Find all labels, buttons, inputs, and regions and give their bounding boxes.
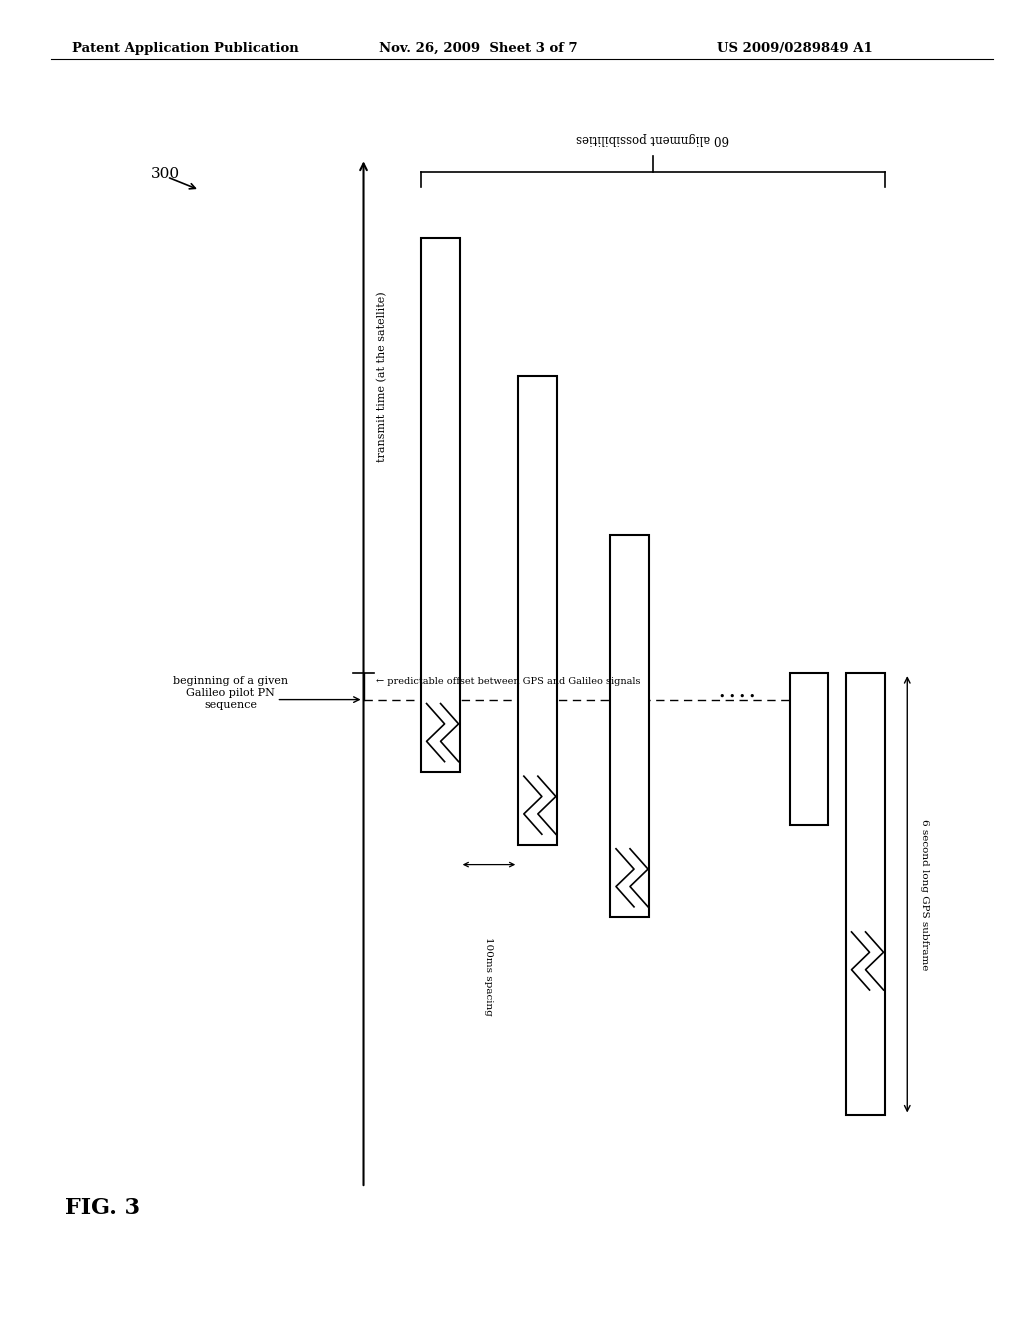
Text: • • • •: • • • •	[719, 692, 756, 702]
Text: Nov. 26, 2009  Sheet 3 of 7: Nov. 26, 2009 Sheet 3 of 7	[379, 42, 578, 55]
Text: ← predictable offset between GPS and Galileo signals: ← predictable offset between GPS and Gal…	[376, 677, 640, 685]
Text: 6 second long GPS subframe: 6 second long GPS subframe	[920, 818, 929, 970]
Text: 300: 300	[151, 168, 179, 181]
Text: transmit time (at the satellite): transmit time (at the satellite)	[377, 292, 387, 462]
Bar	[421, 238, 460, 772]
Bar	[518, 376, 557, 845]
Text: beginning of a given
Galileo pilot PN
sequence: beginning of a given Galileo pilot PN se…	[173, 676, 288, 710]
Text: FIG. 3: FIG. 3	[65, 1197, 140, 1218]
Text: 100ms spacing: 100ms spacing	[484, 937, 494, 1016]
Text: 60 alignment possibilities: 60 alignment possibilities	[577, 132, 729, 145]
Text: Patent Application Publication: Patent Application Publication	[72, 42, 298, 55]
Bar	[846, 673, 885, 1115]
Text: US 2009/0289849 A1: US 2009/0289849 A1	[717, 42, 872, 55]
Bar	[610, 535, 649, 917]
Bar	[790, 673, 828, 825]
